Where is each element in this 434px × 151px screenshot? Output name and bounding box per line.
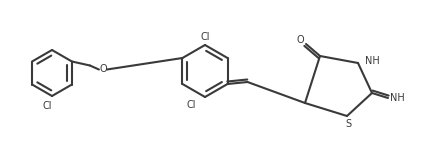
Text: Cl: Cl (200, 32, 209, 42)
Text: NH: NH (364, 56, 378, 66)
Text: S: S (344, 119, 350, 129)
Text: O: O (296, 35, 303, 45)
Text: O: O (99, 64, 106, 74)
Text: Cl: Cl (186, 100, 195, 110)
Text: Cl: Cl (42, 101, 52, 111)
Text: NH: NH (389, 93, 404, 103)
